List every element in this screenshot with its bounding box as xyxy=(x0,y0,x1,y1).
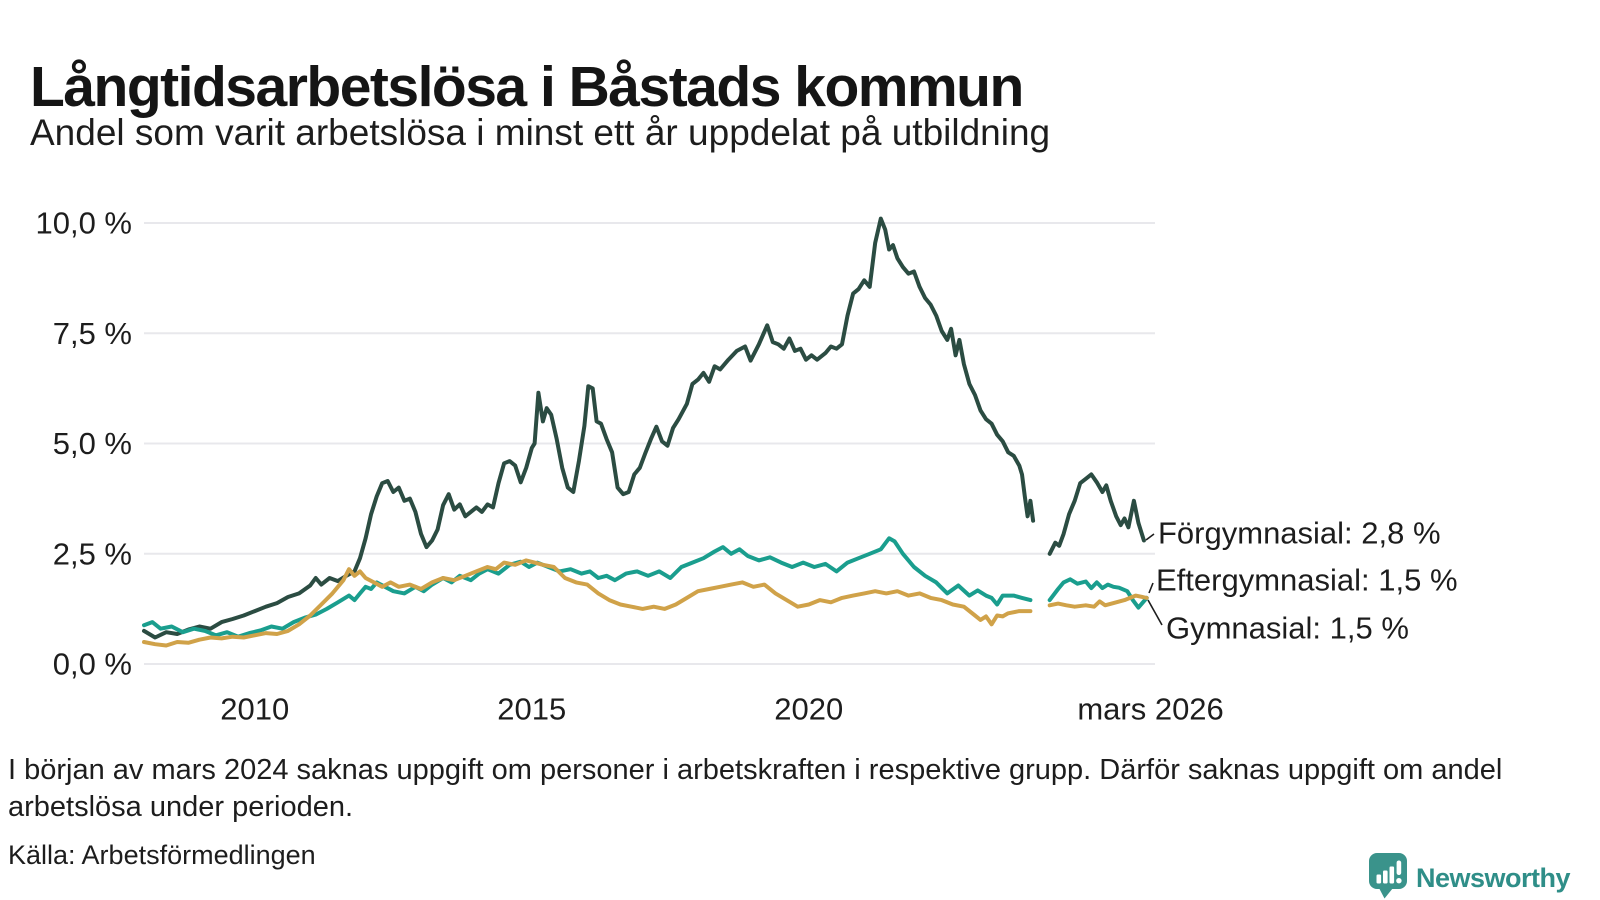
y-axis-label: 5,0 % xyxy=(53,426,132,461)
newsworthy-wordmark: Newsworthy xyxy=(1416,862,1571,893)
y-axis-label: 0,0 % xyxy=(53,647,132,682)
x-axis-label: 2020 xyxy=(774,691,843,726)
x-axis-label: 2010 xyxy=(220,691,289,726)
x-axis-label: 2015 xyxy=(497,691,566,726)
series-end-label: Eftergymnasial: 1,5 % xyxy=(1156,563,1458,598)
leader-line xyxy=(1147,599,1163,626)
y-axis-label: 7,5 % xyxy=(53,316,132,351)
y-axis-label: 2,5 % xyxy=(53,536,132,571)
leader-line xyxy=(1148,582,1154,594)
chart-title: Långtidsarbetslösa i Båstads kommun xyxy=(30,55,1024,120)
y-axis-label: 10,0 % xyxy=(35,206,132,241)
series-line-gymnasial xyxy=(1047,593,1149,609)
newsworthy-logo: Newsworthy xyxy=(1368,852,1571,900)
series-line-gymnasial xyxy=(142,558,1033,648)
footnote-text: I början av mars 2024 saknas uppgift om … xyxy=(8,754,1503,823)
leader-line xyxy=(1145,533,1155,541)
chart-subtitle: Andel som varit arbetslösa i minst ett å… xyxy=(30,112,1051,153)
series-end-label: Förgymnasial: 2,8 % xyxy=(1158,516,1441,551)
source-text: Källa: Arbetsförmedlingen xyxy=(8,840,316,870)
series-line-eftergymnasial xyxy=(1047,577,1149,610)
series-end-label: Gymnasial: 1,5 % xyxy=(1166,611,1409,646)
x-axis-label: mars 2026 xyxy=(1077,691,1223,726)
series-line-förgymnasial xyxy=(1047,472,1146,556)
newsworthy-icon xyxy=(1368,852,1408,900)
series-line-förgymnasial xyxy=(142,216,1036,640)
